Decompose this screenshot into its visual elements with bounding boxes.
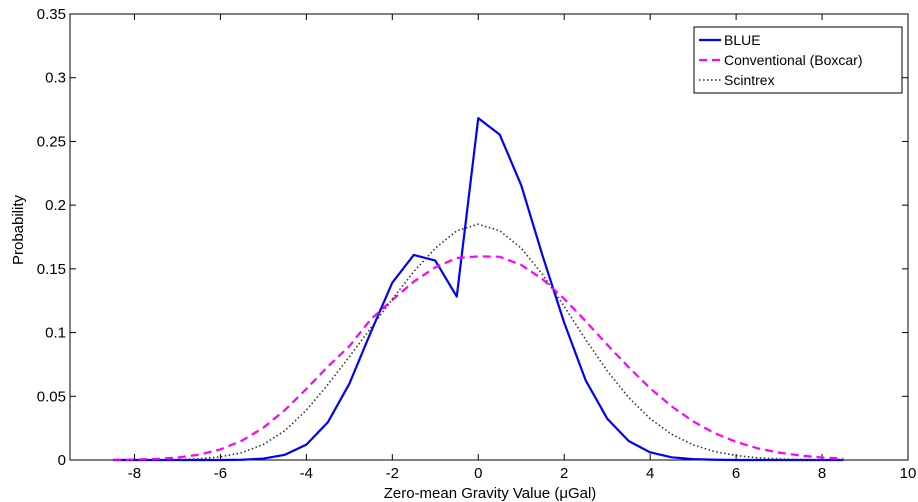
x-tick-label: -6 <box>214 465 227 482</box>
y-tick-label: 0 <box>58 452 66 469</box>
x-tick-label: -4 <box>300 465 313 482</box>
x-axis-label: Zero-mean Gravity Value (μGal) <box>384 485 597 502</box>
series-layer <box>112 117 844 462</box>
y-tick-label: 0.35 <box>37 6 66 23</box>
y-tick-label: 0.1 <box>45 325 66 342</box>
x-tick-label: -2 <box>386 465 399 482</box>
x-axis-ticks: -8 -6 -4 -2 0 2 4 6 8 10 <box>128 14 917 482</box>
y-axis-label: Probability <box>10 194 27 265</box>
x-tick-label: 8 <box>818 465 826 482</box>
y-tick-label: 0.15 <box>37 261 66 278</box>
y-tick-label: 0.2 <box>45 197 66 214</box>
y-tick-label: 0.3 <box>45 70 66 87</box>
y-axis-ticks: 0 0.05 0.1 0.15 0.2 0.25 0.3 0.35 <box>37 6 908 469</box>
series-line-blue <box>112 117 844 462</box>
legend-box <box>693 26 903 94</box>
x-tick-label: 10 <box>900 465 917 482</box>
x-tick-label: 4 <box>646 465 654 482</box>
series-line-scintrex <box>112 223 844 461</box>
x-tick-label: 2 <box>560 465 568 482</box>
series-line-conventional-boxcar <box>112 255 844 461</box>
legend-label: BLUE <box>724 32 761 48</box>
legend-label: Conventional (Boxcar) <box>724 52 863 68</box>
legend-label: Scintrex <box>724 72 775 88</box>
x-tick-label: -8 <box>128 465 141 482</box>
y-tick-label: 0.25 <box>37 133 66 150</box>
legend: BLUE Conventional (Boxcar) Scintrex <box>693 26 903 94</box>
x-tick-label: 6 <box>732 465 740 482</box>
y-tick-label: 0.05 <box>37 388 66 405</box>
x-tick-label: 0 <box>474 465 482 482</box>
